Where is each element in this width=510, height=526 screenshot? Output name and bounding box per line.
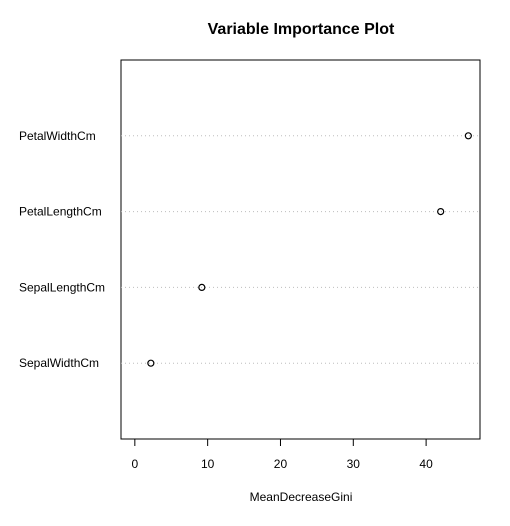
y-tick-label: SepalLengthCm (19, 280, 105, 294)
x-axis-label: MeanDecreaseGini (250, 490, 353, 504)
data-point (147, 359, 155, 367)
data-point (464, 132, 472, 140)
y-tick-label: SepalWidthCm (19, 356, 99, 370)
x-tick-label: 30 (347, 457, 361, 471)
y-tick-label: PetalLengthCm (19, 205, 102, 219)
plot-frame (120, 59, 481, 440)
x-axis: 0 10 20 30 40 (131, 438, 433, 471)
x-tick-label: 40 (419, 457, 433, 471)
data-points (147, 132, 472, 367)
data-point (437, 208, 445, 216)
x-tick-label: 10 (201, 457, 215, 471)
gridlines (121, 135, 480, 364)
chart-title: Variable Importance Plot (208, 21, 395, 38)
y-tick-labels: PetalWidthCm PetalLengthCm SepalLengthCm Se… (19, 129, 105, 370)
x-tick-label: 20 (274, 457, 288, 471)
data-point (198, 283, 206, 291)
y-tick-label: PetalWidthCm (19, 129, 96, 143)
x-tick-label: 0 (131, 457, 138, 471)
